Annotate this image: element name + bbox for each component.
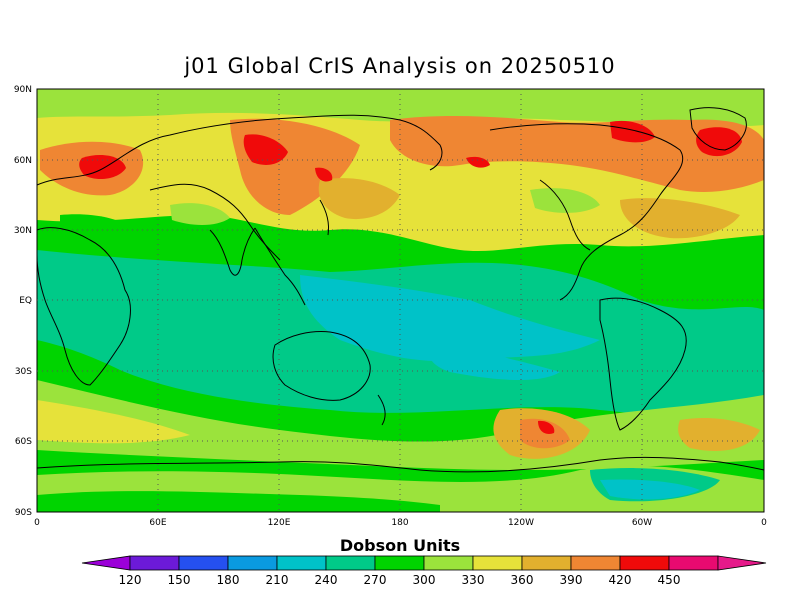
colorbar-swatch	[178, 555, 229, 571]
latitude-labels: 90N 60N 30N EQ 30S 60S 90S	[14, 85, 32, 518]
lat-label-90s: 90S	[15, 508, 32, 518]
lat-label-30n: 30N	[14, 226, 32, 236]
colorbar-title: Dobson Units	[339, 536, 461, 555]
lat-label-60n: 60N	[14, 156, 32, 166]
colorbar-swatch	[374, 555, 425, 571]
colorbar-tick-label: 270	[364, 573, 387, 587]
chart-title: j01 Global CrIS Analysis on 20250510	[184, 54, 616, 78]
lon-label-0: 0	[34, 518, 40, 528]
lat-label-60s: 60S	[15, 437, 32, 447]
colorbar-tick-label: 150	[168, 573, 191, 587]
lat-label-eq: EQ	[19, 296, 32, 306]
colorbar-tick-label: 240	[315, 573, 338, 587]
colorbar-swatch	[325, 555, 376, 571]
lat-label-30s: 30S	[15, 367, 32, 377]
colorbar-swatch	[276, 555, 327, 571]
longitude-labels: 0 60E 120E 180 120W 60W 0	[34, 518, 767, 528]
colorbar-swatch	[129, 555, 180, 571]
colorbar-tick-label: 450	[658, 573, 681, 587]
colorbar-arrow-low	[81, 555, 131, 571]
lon-label-60w: 60W	[632, 518, 652, 528]
lat-label-90n: 90N	[14, 85, 32, 95]
colorbar-swatch	[521, 555, 572, 571]
colorbar-tick-label: 300	[413, 573, 436, 587]
colorbar-tick-label: 120	[119, 573, 142, 587]
colorbar-tick-label: 180	[217, 573, 240, 587]
colorbar-swatch	[570, 555, 621, 571]
coastlines	[36, 107, 765, 473]
lon-label-0-east: 0	[761, 518, 767, 528]
colorbar-swatch	[227, 555, 278, 571]
lon-label-120e: 120E	[268, 518, 291, 528]
colorbar-tick-label: 420	[609, 573, 632, 587]
colorbar-swatch	[472, 555, 523, 571]
colorbar-swatch	[668, 555, 719, 571]
lon-label-60e: 60E	[149, 518, 166, 528]
colorbar-tick-label: 330	[462, 573, 485, 587]
colorbar-tick-label: 210	[266, 573, 289, 587]
graticule	[37, 89, 764, 512]
lon-label-120w: 120W	[508, 518, 534, 528]
colorbar-swatch	[619, 555, 670, 571]
colorbar-swatches	[81, 555, 767, 571]
colorbar-arrow-high	[717, 555, 767, 571]
lon-label-180: 180	[391, 518, 408, 528]
colorbar-labels: 120 150 180 210 240 270 300 330 360 390 420 450	[119, 573, 681, 587]
colorbar-tick-label: 360	[511, 573, 534, 587]
colorbar-tick-label: 390	[560, 573, 583, 587]
colorbar-swatch	[423, 555, 474, 571]
